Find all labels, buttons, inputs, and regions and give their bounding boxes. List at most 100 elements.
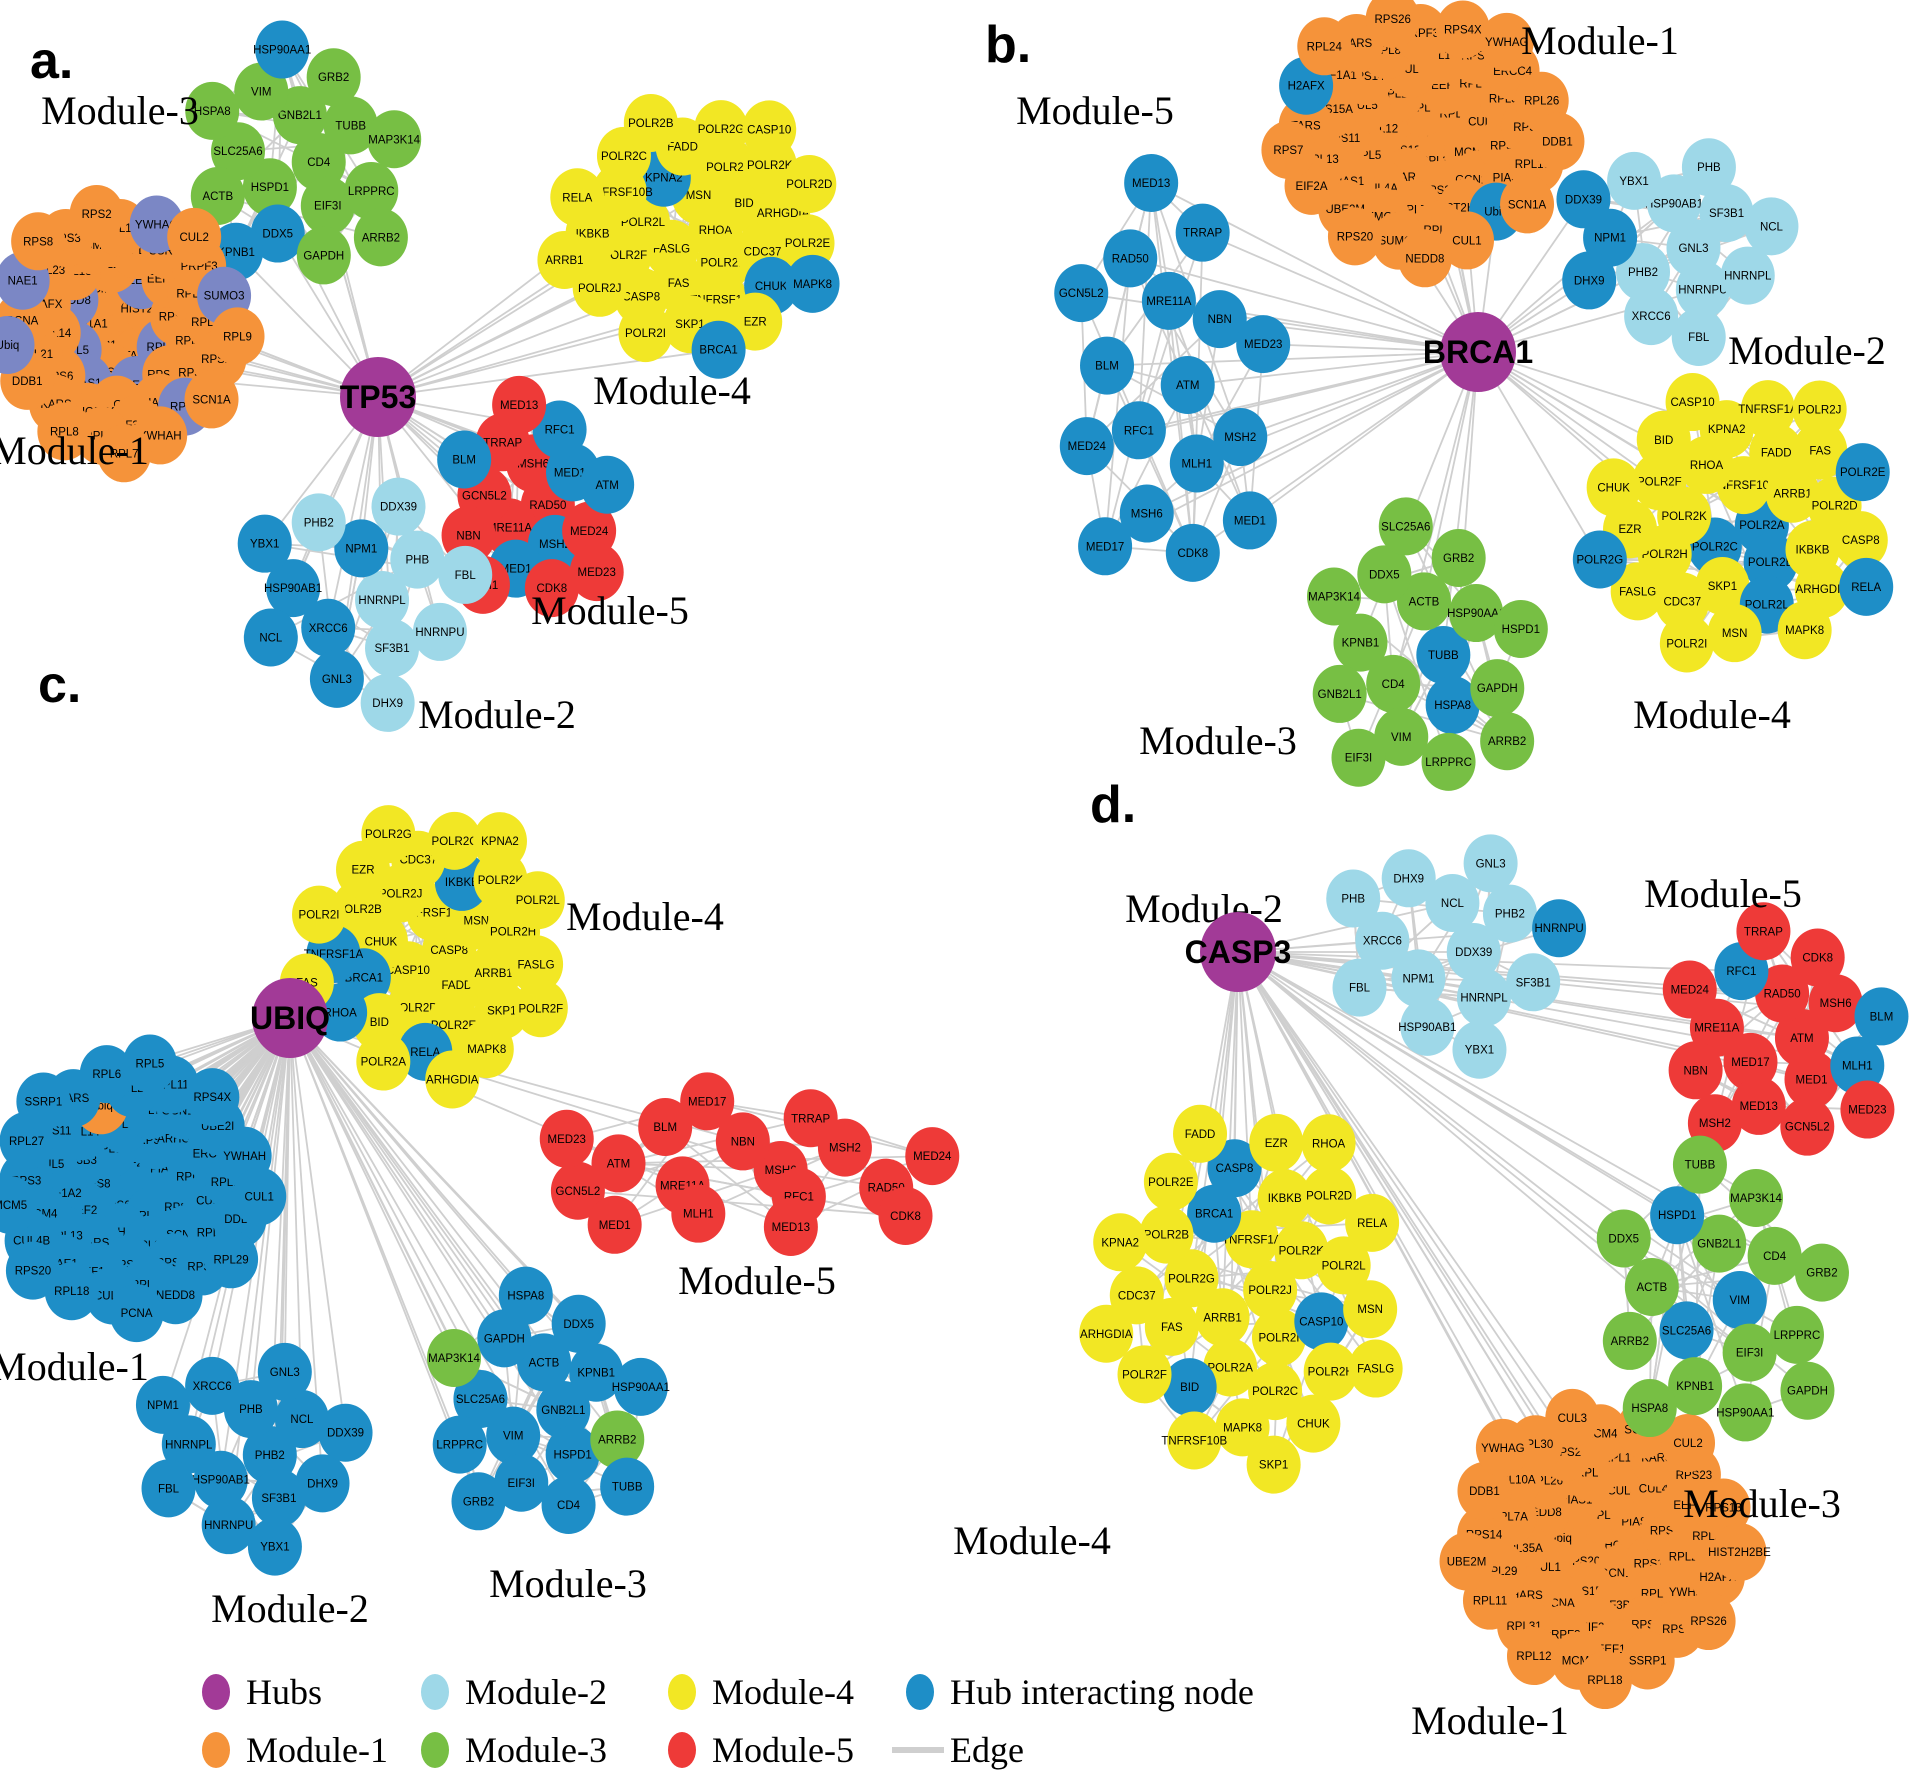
network-node bbox=[1675, 260, 1730, 319]
network-node bbox=[1722, 1323, 1777, 1382]
edge bbox=[1477, 351, 1601, 560]
network-node bbox=[1391, 949, 1446, 1008]
network-node bbox=[580, 455, 635, 514]
network-node bbox=[1365, 0, 1420, 48]
legend-label: Module-4 bbox=[712, 1672, 854, 1712]
network-node bbox=[1500, 175, 1555, 234]
edge bbox=[1104, 258, 1132, 547]
network-node bbox=[1839, 557, 1894, 616]
network-node bbox=[237, 514, 292, 573]
edge bbox=[289, 1017, 455, 1359]
network-node bbox=[1366, 654, 1421, 713]
network-node bbox=[550, 1161, 605, 1220]
network-node bbox=[1439, 1532, 1494, 1591]
network-node bbox=[1297, 17, 1352, 76]
legend-label: Edge bbox=[950, 1730, 1024, 1770]
network-node bbox=[274, 1390, 329, 1449]
network-node bbox=[694, 100, 749, 159]
network-node bbox=[486, 1406, 541, 1465]
network-node bbox=[432, 1415, 487, 1474]
network-node bbox=[1692, 1214, 1747, 1273]
network-node bbox=[353, 208, 408, 267]
edge bbox=[1106, 365, 1194, 554]
network-node bbox=[638, 1097, 693, 1156]
edge bbox=[1237, 951, 1678, 1216]
network-node bbox=[1769, 1305, 1824, 1364]
edge bbox=[1187, 351, 1479, 386]
network-node bbox=[135, 1375, 190, 1434]
network-node bbox=[1374, 707, 1429, 766]
network-node bbox=[1736, 902, 1791, 961]
network-node bbox=[1681, 1592, 1736, 1651]
edge bbox=[1237, 951, 1653, 1288]
network-node bbox=[0, 1175, 38, 1234]
edge bbox=[289, 1017, 527, 1297]
edge bbox=[289, 1017, 506, 1339]
network-node bbox=[1119, 484, 1174, 543]
network-node bbox=[1345, 1193, 1400, 1252]
network-node bbox=[509, 935, 564, 994]
network-node bbox=[591, 1134, 646, 1193]
network-node bbox=[1479, 12, 1534, 71]
network-node bbox=[513, 979, 568, 1038]
network-node bbox=[536, 1381, 591, 1439]
edge bbox=[1086, 318, 1221, 447]
network-node bbox=[291, 493, 346, 552]
network-node bbox=[1416, 626, 1471, 684]
network-node bbox=[109, 1284, 164, 1343]
network-node bbox=[1195, 1288, 1250, 1347]
network-node bbox=[600, 1457, 655, 1516]
network-node bbox=[1381, 849, 1436, 908]
network-node bbox=[1431, 528, 1486, 587]
edge bbox=[1130, 257, 1479, 353]
hub-node-BRCA1 bbox=[1440, 312, 1516, 392]
module-label: Module-5 bbox=[678, 1258, 836, 1303]
network-node bbox=[309, 649, 364, 708]
hub-node-TP53 bbox=[340, 357, 416, 437]
network-node bbox=[1506, 1627, 1561, 1686]
edge bbox=[1106, 351, 1479, 367]
network-node bbox=[79, 1045, 134, 1104]
network-node bbox=[1607, 151, 1662, 210]
edge bbox=[1168, 300, 1251, 521]
network-node bbox=[878, 1186, 933, 1245]
network-node bbox=[1054, 264, 1109, 323]
network-node bbox=[1302, 1166, 1357, 1225]
network-node bbox=[1610, 562, 1665, 621]
network-node bbox=[494, 1453, 549, 1512]
network-node bbox=[1440, 211, 1495, 270]
network-node bbox=[11, 212, 66, 271]
network-node bbox=[210, 307, 265, 366]
module-label: Module-3 bbox=[1683, 1481, 1841, 1526]
network-node bbox=[295, 1454, 350, 1513]
edge bbox=[1339, 693, 1508, 743]
network-node bbox=[1397, 572, 1452, 631]
network-node bbox=[1355, 911, 1410, 970]
network-node bbox=[1647, 174, 1702, 233]
network-node bbox=[1668, 1041, 1723, 1100]
network-node bbox=[1162, 1358, 1217, 1417]
network-node bbox=[1243, 1261, 1298, 1319]
module-label: Module-5 bbox=[1016, 88, 1174, 133]
network-node bbox=[1111, 401, 1166, 460]
network-node bbox=[1480, 712, 1535, 771]
network-node bbox=[451, 1472, 506, 1531]
labels-layer: a.Module-3Module-1Module-4Module-5Module… bbox=[0, 16, 1886, 1770]
network-node bbox=[1187, 1184, 1242, 1243]
network-node bbox=[1327, 207, 1382, 266]
network-node bbox=[1780, 1097, 1835, 1156]
network-node bbox=[1665, 373, 1720, 432]
network-node bbox=[472, 812, 527, 871]
network-node bbox=[412, 602, 467, 661]
network-node bbox=[301, 598, 356, 657]
network-node bbox=[545, 1425, 600, 1484]
network-node bbox=[1699, 184, 1754, 243]
module-label: Module-4 bbox=[593, 368, 751, 413]
network-node bbox=[1780, 1361, 1835, 1420]
network-node bbox=[1840, 1080, 1895, 1139]
network-node bbox=[1332, 958, 1387, 1017]
edge bbox=[1104, 384, 1189, 547]
network-node bbox=[1160, 356, 1215, 414]
module-label: Module-1 bbox=[0, 428, 149, 473]
network-node bbox=[1192, 290, 1247, 349]
